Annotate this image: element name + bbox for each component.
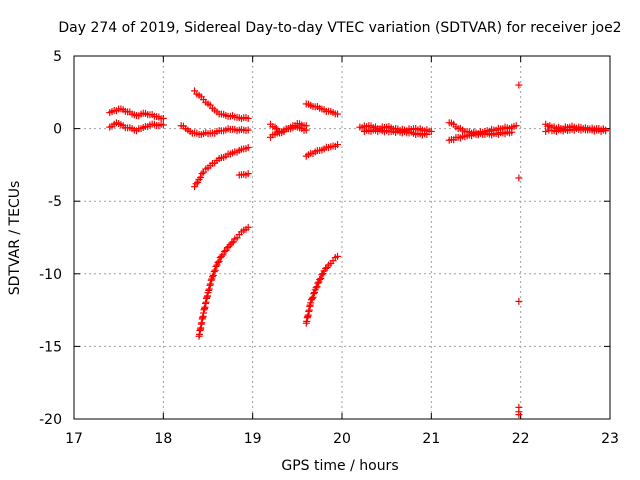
series-arc-21-low: [445, 128, 516, 144]
data-point: [508, 128, 516, 136]
data-point: [220, 248, 228, 256]
data-point: [309, 293, 317, 301]
data-point: [214, 258, 222, 266]
data-point: [210, 268, 218, 276]
data-point: [207, 280, 215, 288]
series-arc-18-deep: [195, 223, 252, 340]
series-arc-20-low: [360, 126, 431, 139]
data-point: [244, 223, 252, 231]
data-point: [244, 143, 252, 151]
y-tick-labels: 5 0 -5 -10 -15 -20: [39, 49, 62, 428]
data-point: [312, 284, 320, 292]
data-point: [244, 170, 252, 178]
data-point: [159, 121, 167, 129]
data-point: [229, 238, 237, 246]
data-point: [205, 285, 213, 293]
y-axis-label: SDTVAR / TECUs: [7, 181, 23, 296]
x-tick-label: 22: [512, 431, 530, 447]
data-point: [313, 283, 321, 291]
data-point: [542, 128, 550, 136]
series-arc-19b-deep: [302, 252, 342, 327]
data-point: [208, 273, 216, 281]
x-tick-labels: 17 18 19 20 21 22 23: [65, 431, 619, 447]
axis-ticks: [73, 55, 611, 420]
data-point: [209, 271, 217, 279]
data-point: [515, 81, 523, 89]
data-markers: [106, 81, 610, 419]
data-point: [212, 262, 220, 270]
data-point: [244, 114, 252, 122]
data-point: [207, 276, 215, 284]
data-point: [334, 141, 342, 149]
data-point: [217, 252, 225, 260]
data-point: [602, 127, 610, 135]
series-arc-18-neg: [191, 143, 252, 191]
y-tick-label: -20: [39, 412, 62, 428]
data-point: [515, 174, 523, 182]
data-point: [228, 239, 236, 247]
series-arc-19b-neg: [302, 141, 342, 160]
data-point: [159, 114, 167, 122]
data-point: [334, 110, 342, 118]
data-point: [318, 271, 326, 279]
data-point: [215, 257, 223, 265]
data-point: [244, 126, 252, 134]
x-tick-label: 20: [333, 431, 351, 447]
data-point: [222, 247, 230, 255]
x-tick-label: 19: [244, 431, 262, 447]
y-tick-label: 5: [53, 49, 62, 65]
x-tick-label: 17: [65, 431, 83, 447]
data-point: [334, 252, 342, 260]
data-point: [307, 299, 315, 307]
data-point: [271, 123, 279, 131]
data-point: [219, 251, 227, 259]
chart-title: Day 274 of 2019, Sidereal Day-to-day VTE…: [58, 20, 621, 36]
series-col-22: [515, 81, 523, 419]
data-point: [427, 128, 435, 136]
series-arc-19b-upper: [302, 100, 342, 118]
data-point: [302, 126, 310, 134]
series-arc-18-upper: [191, 87, 252, 123]
data-point: [322, 264, 330, 272]
y-tick-label: -10: [39, 267, 62, 283]
y-tick-label: 0: [53, 122, 62, 138]
data-point: [197, 174, 205, 181]
y-tick-label: -15: [39, 339, 62, 355]
data-point: [192, 180, 200, 188]
data-point: [308, 294, 316, 302]
data-point: [512, 122, 520, 130]
series-arc-22-low: [542, 125, 610, 136]
data-point: [314, 279, 322, 287]
series-arc-21: [445, 119, 520, 138]
x-axis-label: GPS time / hours: [281, 458, 398, 474]
data-point: [515, 297, 523, 305]
grid-lines: [74, 56, 610, 419]
data-point: [515, 411, 523, 419]
series-arc-19a-low: [267, 123, 310, 141]
x-tick-label: 23: [601, 431, 619, 447]
x-tick-label: 18: [154, 431, 172, 447]
series-arc-18-mid: [177, 122, 252, 139]
series-arc-17a-lower: [106, 119, 167, 135]
data-point: [206, 281, 214, 289]
data-point: [205, 286, 213, 294]
series-arc-18-short: [235, 170, 252, 179]
data-point: [423, 130, 431, 138]
data-point: [211, 266, 219, 274]
data-point: [198, 170, 206, 178]
data-point: [316, 276, 324, 284]
data-point: [317, 274, 325, 282]
series-arc-17a-upper: [106, 105, 167, 123]
x-tick-label: 21: [422, 431, 440, 447]
data-point: [310, 290, 318, 298]
y-tick-label: -5: [48, 194, 62, 210]
